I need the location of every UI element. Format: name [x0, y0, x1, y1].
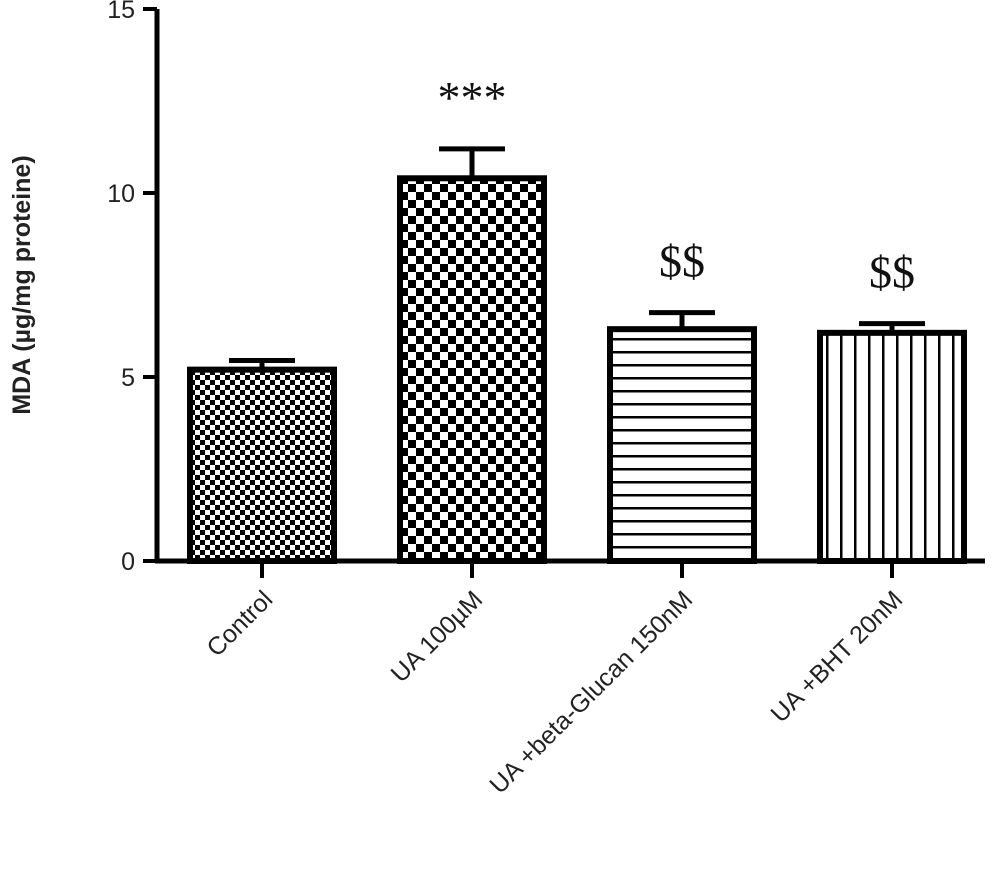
y-axis-title: MDA (µg/mg proteine)	[8, 155, 36, 414]
y-tick-label: 15	[107, 0, 135, 24]
significance-label: $$	[869, 247, 915, 298]
category-label: UA +beta-Glucan 150nM	[484, 585, 698, 799]
y-tick-label: 10	[107, 180, 135, 208]
significance-label: ***	[438, 72, 507, 123]
y-tick-label: 0	[121, 548, 135, 576]
bars	[187, 146, 967, 565]
y-tick-label: 5	[121, 364, 135, 392]
bar	[397, 175, 547, 564]
significance-label: $$	[659, 236, 705, 287]
category-label: Control	[201, 585, 278, 662]
bar	[187, 366, 337, 565]
bar	[607, 326, 757, 564]
category-label: UA +BHT 20nM	[765, 585, 908, 728]
bar	[817, 329, 967, 564]
category-label: UA 100µM	[386, 585, 489, 688]
